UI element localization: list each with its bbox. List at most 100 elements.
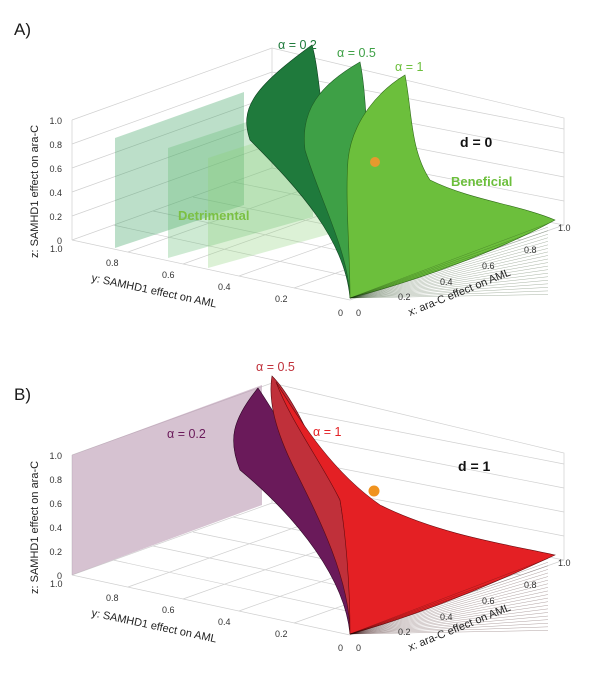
mesh-line (349, 594, 549, 635)
plane-alpha-0-2 (115, 92, 244, 248)
y-tick: 0.6 (162, 605, 175, 615)
d-label-b: d = 1 (458, 458, 491, 474)
mesh-line (349, 276, 549, 299)
z-axis-label-b: z: SAMHD1 effect on ara-C (29, 461, 41, 594)
mesh-line (349, 626, 549, 635)
y-tick: 0.2 (275, 294, 288, 304)
alpha-label-0-2: α = 0.2 (167, 427, 206, 441)
y-tick: 0.2 (275, 629, 288, 639)
z-tick: 0.4 (49, 523, 62, 533)
y-tick: 0.4 (218, 617, 231, 627)
surface-alpha-1 (275, 381, 556, 635)
surface-alpha-1 (346, 74, 556, 299)
panel-b-label: B) (14, 385, 31, 404)
z-tick: 1.0 (49, 116, 62, 126)
panel-b: B) α = 0.2 (14, 360, 571, 654)
x-tick: 1.0 (558, 558, 571, 568)
z-tick: 0.8 (49, 475, 62, 485)
panel-a-mesh (349, 223, 549, 299)
panel-a-x-ticks: 0 0.2 0.4 0.6 0.8 1.0 (356, 223, 571, 318)
z-tick: 0 (57, 236, 62, 246)
mesh-line (349, 576, 549, 635)
z-tick: 0.6 (49, 499, 62, 509)
mesh-line (349, 258, 549, 299)
mesh-line (349, 248, 549, 299)
mesh-line (349, 562, 549, 635)
mesh-line (349, 601, 549, 635)
x-tick: 0.4 (440, 277, 453, 287)
y-tick: 1.0 (50, 244, 63, 254)
panel-a-y-ticks: 0 0.2 0.4 0.6 0.8 1.0 (50, 244, 343, 318)
mesh-line (349, 565, 549, 635)
z-tick: 0.2 (49, 212, 62, 222)
mesh-line (349, 273, 549, 299)
mesh-line (349, 234, 549, 299)
alpha-label-0-5: α = 0.5 (337, 46, 376, 60)
x-tick: 0.6 (482, 596, 495, 606)
y-tick: 1.0 (50, 579, 63, 589)
detrimental-label: Detrimental (178, 208, 250, 223)
mesh-line (349, 294, 549, 299)
plane-b (72, 385, 262, 575)
panel-b-z-ticks: 0 0.2 0.4 0.6 0.8 1.0 (49, 451, 62, 581)
mesh-line (349, 608, 549, 635)
alpha-label-1: α = 1 (313, 425, 341, 439)
alpha-label-0-2: α = 0.2 (278, 38, 317, 52)
panel-a-z-ticks: 0 0.2 0.4 0.6 0.8 1.0 (49, 116, 62, 246)
panel-a-floorgrid (127, 179, 331, 253)
panel-b-floor-back-left (71, 502, 273, 576)
marker-point-a (370, 157, 380, 167)
mesh-line (349, 251, 549, 299)
panel-a-label: A) (14, 20, 31, 39)
mesh-line (349, 619, 549, 635)
z-axis-label-a: z: SAMHD1 effect on ara-C (29, 125, 41, 258)
panel-b-mesh (349, 558, 549, 635)
mesh-line (349, 605, 549, 635)
beneficial-label: Beneficial (451, 174, 512, 189)
panel-b-floorgrid (127, 514, 331, 588)
z-tick: 0.6 (49, 164, 62, 174)
mesh-line (349, 237, 549, 299)
x-tick: 0.8 (524, 580, 537, 590)
y-tick: 0 (338, 643, 343, 653)
mesh-line (349, 587, 549, 635)
z-tick: 0.2 (49, 547, 62, 557)
z-tick: 0 (57, 571, 62, 581)
mesh-line (349, 262, 549, 299)
mesh-line (349, 612, 549, 635)
panel-a-box-top (71, 47, 565, 225)
mesh-line (349, 569, 549, 635)
y-tick: 0.4 (218, 282, 231, 292)
panel-a-zgrid (71, 119, 273, 193)
z-tick: 1.0 (49, 451, 62, 461)
mesh-line (349, 583, 549, 635)
mesh-line (349, 590, 549, 635)
mesh-line (349, 558, 549, 635)
alpha-label-0-5: α = 0.5 (256, 360, 295, 374)
mesh-line (349, 287, 549, 299)
x-tick: 1.0 (558, 223, 571, 233)
panel-a-zgrid (71, 71, 273, 145)
z-tick: 0.8 (49, 140, 62, 150)
mesh-line (349, 269, 549, 299)
mesh-line (349, 572, 549, 635)
panel-b-x-ticks: 0 0.2 0.4 0.6 0.8 1.0 (356, 558, 571, 653)
x-tick: 0.4 (440, 612, 453, 622)
y-tick: 0 (338, 308, 343, 318)
panel-a-zgrid (71, 143, 273, 217)
mesh-line (349, 265, 549, 299)
marker-point-b (368, 485, 380, 497)
panel-b-y-ticks: 0 0.2 0.4 0.6 0.8 1.0 (50, 579, 343, 653)
mesh-line (349, 280, 549, 299)
y-axis-label-a: y: SAMHD1 effect on AML (90, 272, 217, 310)
mesh-line (349, 615, 549, 635)
z-tick: 0.4 (49, 188, 62, 198)
mesh-line (349, 241, 549, 299)
mesh-line (349, 255, 549, 299)
y-axis-label-b: y: SAMHD1 effect on AML (90, 607, 217, 645)
alpha-label-1: α = 1 (395, 60, 423, 74)
panel-a: A) (14, 20, 571, 319)
mesh-line (349, 223, 549, 299)
x-tick: 0.2 (398, 627, 411, 637)
